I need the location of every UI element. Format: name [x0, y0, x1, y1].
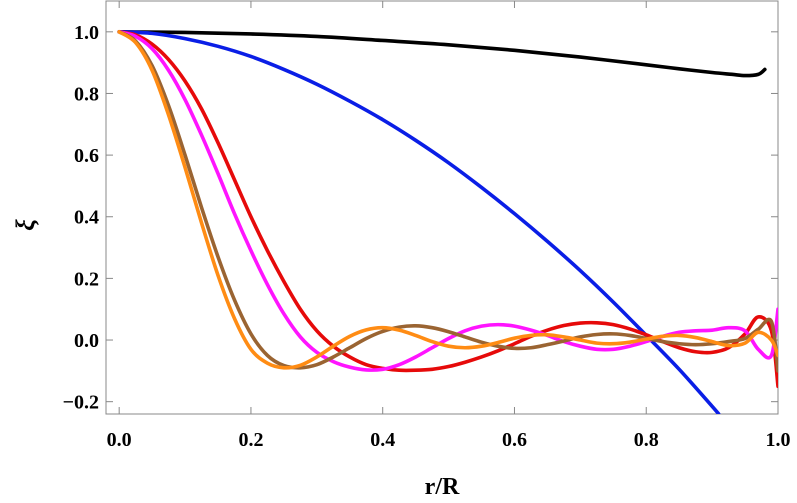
- series-line-black: [117, 30, 767, 78]
- series-line-brown: [117, 30, 778, 373]
- series-line-red: [117, 30, 778, 389]
- y-tick-label: 0.4: [74, 207, 99, 229]
- y-tick-label: 0.6: [74, 145, 99, 167]
- x-tick-label: 0.6: [502, 429, 527, 451]
- x-tick-label: 0.8: [634, 429, 659, 451]
- series-line-orange: [117, 30, 778, 370]
- x-tick-label: 0.0: [107, 429, 132, 451]
- y-tick-label: 0.2: [74, 268, 99, 290]
- x-axis-ticks: 0.0 0.2 0.4 0.6 0.8 1.0: [107, 1, 791, 451]
- y-tick-label: −0.2: [63, 392, 99, 414]
- x-tick-label: 0.4: [370, 429, 395, 451]
- series-layer: [117, 30, 778, 414]
- y-axis-label: ξ: [11, 219, 40, 231]
- y-axis-ticks: 1.0 0.8 0.6 0.4 0.2 0.0 −0.2: [63, 22, 778, 414]
- y-tick-label: 0.8: [74, 83, 99, 105]
- x-tick-label: 0.2: [238, 429, 263, 451]
- series-line-magenta: [117, 30, 778, 372]
- x-axis-label: r/R: [425, 474, 460, 500]
- y-tick-label: 1.0: [74, 22, 99, 44]
- plot-frame: [105, 0, 779, 415]
- x-tick-label: 1.0: [766, 429, 791, 451]
- y-tick-label: 0.0: [74, 330, 99, 352]
